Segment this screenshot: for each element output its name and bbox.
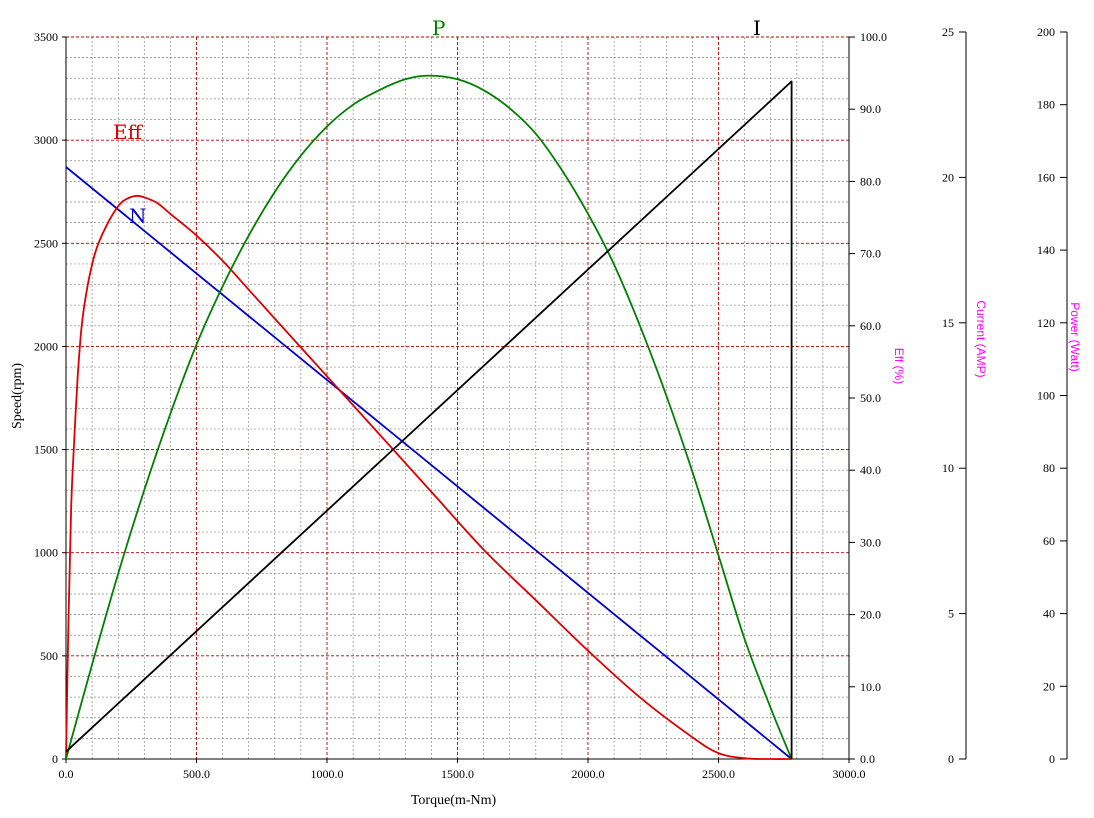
right-tick-label: 15: [942, 316, 954, 330]
right-tick-label: 0: [948, 752, 954, 766]
eff-tick-label: 60.0: [860, 319, 881, 333]
eff-tick-label: 80.0: [860, 174, 881, 188]
right-tick-label: 20: [942, 170, 954, 184]
series-line-p: [65, 74, 793, 760]
right-tick-label: 140: [1037, 243, 1055, 257]
y-tick-label: 1500: [34, 443, 58, 457]
right-tick-label: 10: [942, 461, 954, 475]
series-label-p: P: [432, 16, 445, 40]
y-tick-label: 1000: [34, 546, 58, 560]
x-tick-label: 1000.0: [311, 767, 344, 781]
right-tick-label: 80: [1043, 461, 1055, 475]
x-axis-title: Torque(m-Nm): [411, 793, 497, 808]
y-tick-label: 500: [40, 649, 58, 663]
right-tick-label: 25: [942, 25, 954, 39]
eff-tick-label: 10.0: [860, 680, 881, 694]
right-tick-label: 5: [948, 607, 954, 621]
series-line-n: [65, 166, 793, 760]
grid: [65, 36, 850, 760]
x-tick-label: 3000.0: [833, 767, 866, 781]
eff-tick-label: 50.0: [860, 391, 881, 405]
eff-tick-label: 30.0: [860, 535, 881, 549]
eff-tick-label: 90.0: [860, 102, 881, 116]
right-tick-label: 20: [1043, 679, 1055, 693]
axes: 0.0 500.0 1000.0 1500.0 2000.0 2500.0 3000.005…: [10, 25, 1082, 808]
eff-tick-label: 70.0: [860, 247, 881, 261]
y-tick-label: 0: [52, 752, 58, 766]
y-axis-title: Speed(rpm): [10, 363, 25, 429]
series-label-n: N: [129, 204, 147, 228]
series-line-eff: [65, 194, 792, 760]
right-axis-title: Current (AMP): [974, 300, 988, 377]
y-tick-label: 2500: [34, 236, 58, 250]
y-tick-label: 3500: [34, 30, 58, 44]
series-lines: [65, 74, 793, 760]
eff-tick-label: 100.0: [860, 30, 887, 44]
right-tick-label: 120: [1037, 316, 1055, 330]
right-tick-label: 100: [1037, 389, 1055, 403]
x-tick-label: 2500.0: [702, 767, 735, 781]
eff-tick-label: 40.0: [860, 463, 881, 477]
x-tick-label: 1500.0: [441, 767, 474, 781]
eff-tick-label: 20.0: [860, 608, 881, 622]
series-label-eff: Eff: [113, 120, 144, 144]
right-tick-label: 60: [1043, 534, 1055, 548]
right-tick-label: 160: [1037, 170, 1055, 184]
right-axis-title: Power (Watt): [1068, 302, 1082, 372]
x-tick-label: 2000.0: [572, 767, 605, 781]
eff-tick-label: 0.0: [860, 752, 875, 766]
x-tick-label: 0.0: [59, 767, 74, 781]
y-tick-label: 3000: [34, 133, 58, 147]
right-tick-label: 200: [1037, 25, 1055, 39]
series-labels: N Eff P I: [113, 16, 761, 228]
right-tick-label: 0: [1049, 752, 1055, 766]
y-tick-label: 2000: [34, 339, 58, 353]
x-tick-label: 500.0: [183, 767, 210, 781]
series-label-i: I: [753, 16, 761, 40]
right-tick-label: 180: [1037, 98, 1055, 112]
right-tick-label: 40: [1043, 607, 1055, 621]
right-axis-title: Eff (%): [892, 348, 906, 384]
series-line-i: [65, 80, 793, 759]
